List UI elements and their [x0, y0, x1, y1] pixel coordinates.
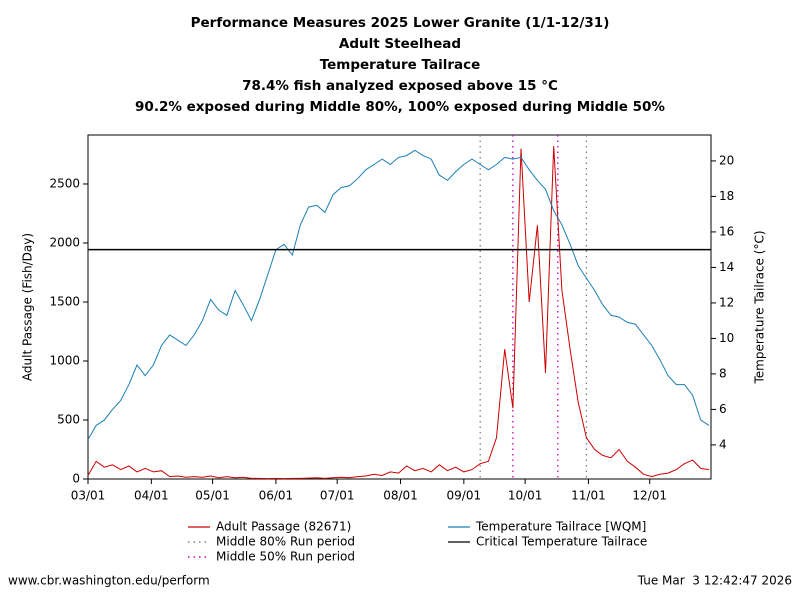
legend-label: Temperature Tailrace [WQM]	[475, 520, 646, 534]
x-tick-label: 09/01	[447, 489, 482, 503]
chart-subtitle: 78.4% fish analyzed exposed above 15 °C	[242, 78, 558, 94]
y-tick-label: 2500	[49, 176, 80, 190]
x-tick-label: 07/01	[320, 489, 355, 503]
y2-tick-label: 8	[719, 366, 727, 380]
y2-tick-label: 18	[719, 189, 734, 203]
x-tick-label: 04/01	[134, 489, 169, 503]
y2-tick-label: 16	[719, 224, 734, 238]
y2-tick-label: 14	[719, 260, 734, 274]
x-tick-label: 08/01	[383, 489, 418, 503]
y2-axis-label: Temperature Tailrace (°C)	[753, 230, 767, 384]
x-tick-label: 12/01	[632, 489, 667, 503]
x-tick-label: 10/01	[508, 489, 543, 503]
footer-url: www.cbr.washington.edu/perform	[8, 574, 210, 588]
x-tick-label: 06/01	[259, 489, 294, 503]
legend-label: Middle 80% Run period	[216, 535, 355, 549]
x-tick-label: 05/01	[195, 489, 230, 503]
y2-tick-label: 4	[719, 437, 727, 451]
y2-tick-label: 20	[719, 153, 734, 167]
legend-label: Middle 50% Run period	[216, 550, 355, 564]
y2-tick-label: 10	[719, 331, 734, 345]
y-axis-label: Adult Passage (Fish/Day)	[21, 233, 35, 381]
y-tick-label: 500	[57, 412, 80, 426]
chart-title: Performance Measures 2025 Lower Granite …	[191, 15, 610, 31]
y-tick-label: 1000	[49, 353, 80, 367]
chart-subtitle: Temperature Tailrace	[320, 57, 481, 73]
y-tick-label: 2000	[49, 235, 80, 249]
footer-timestamp: Tue Mar 3 12:42:47 2026	[637, 574, 792, 588]
y2-tick-label: 12	[719, 295, 734, 309]
legend-label: Critical Temperature Tailrace	[476, 535, 647, 549]
y-tick-label: 0	[72, 472, 80, 486]
x-tick-label: 03/01	[71, 489, 106, 503]
y-tick-label: 1500	[49, 294, 80, 308]
legend-label: Adult Passage (82671)	[216, 520, 351, 534]
x-tick-label: 11/01	[571, 489, 606, 503]
series-line	[87, 149, 710, 440]
chart-subtitle: 90.2% exposed during Middle 80%, 100% ex…	[135, 99, 665, 115]
y2-tick-label: 6	[719, 402, 727, 416]
plot-frame	[87, 134, 712, 480]
series-line	[87, 146, 710, 480]
chart-subtitle: Adult Steelhead	[339, 36, 461, 52]
